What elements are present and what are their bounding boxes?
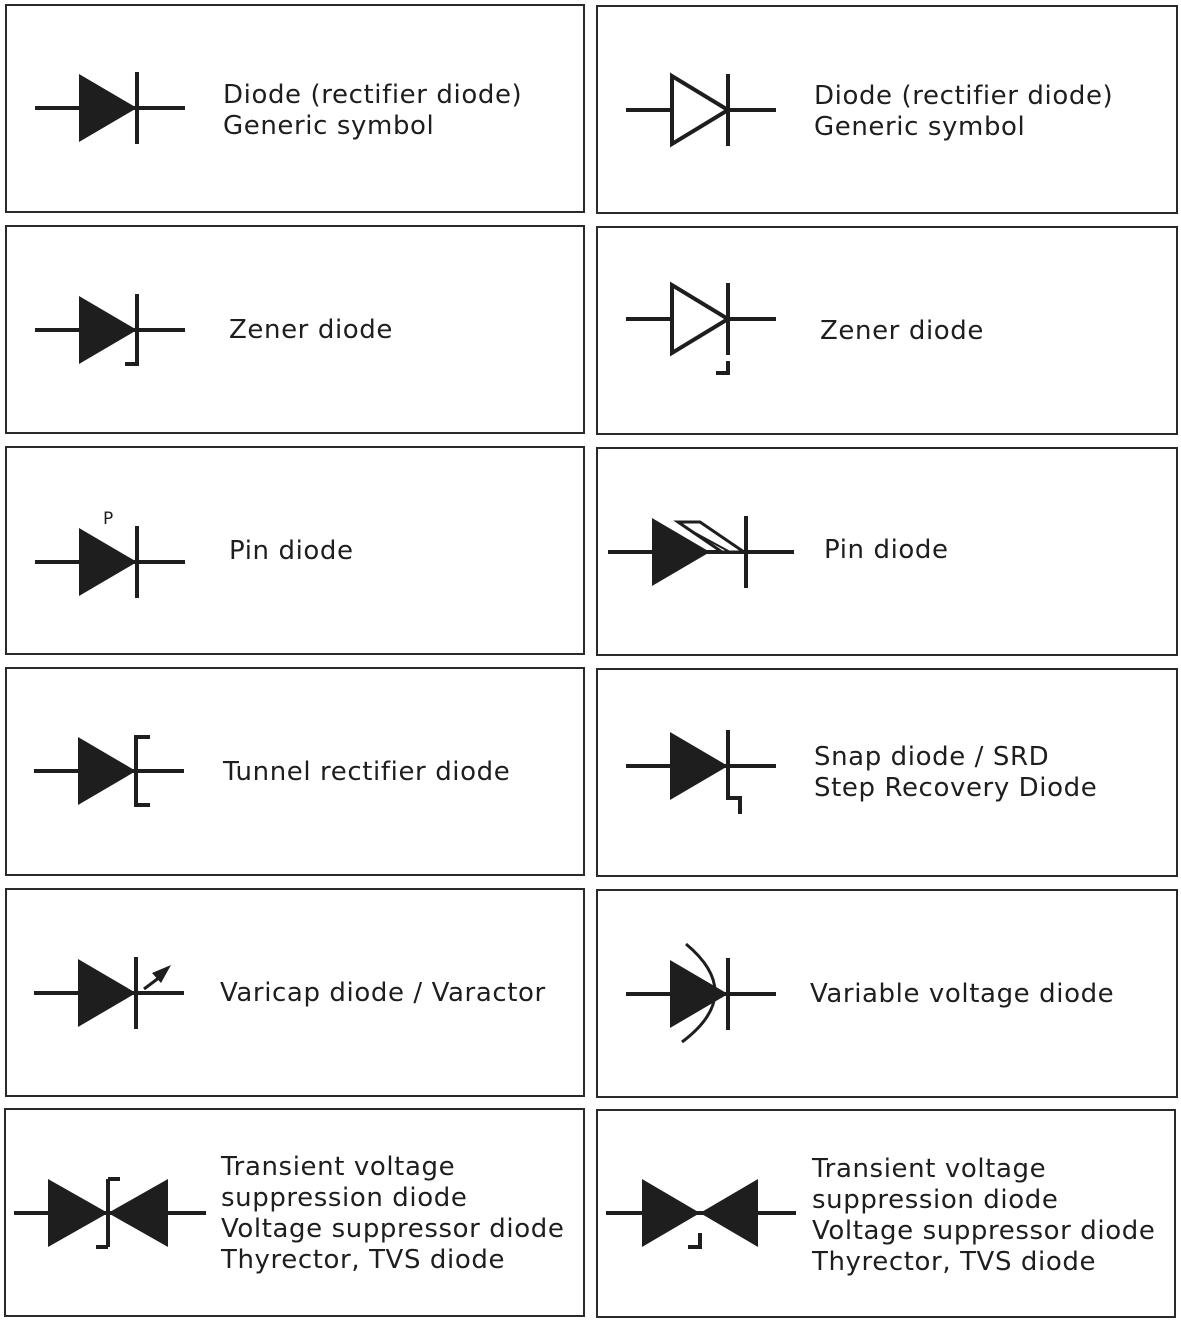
- symbol-label: Zener diode: [229, 315, 393, 345]
- symbol-label: Transient voltage suppression diode Volt…: [812, 1154, 1156, 1277]
- symbol-label: Tunnel rectifier diode: [223, 757, 511, 787]
- zener-diode-outline-icon: [626, 281, 776, 375]
- tvs-diode-filled-icon: [14, 1177, 206, 1249]
- symbol-cell-tvs-filled: Transient voltage suppression diode Volt…: [4, 1108, 585, 1317]
- variable-voltage-diode-icon: [626, 942, 776, 1044]
- symbol-cell-variable-voltage: Variable voltage diode: [596, 889, 1178, 1098]
- symbol-label: Pin diode: [824, 535, 949, 565]
- zener-diode-filled-icon: [35, 294, 185, 366]
- pin-diode-hatched-icon: [608, 516, 794, 588]
- symbol-cell-zener-outline: Zener diode: [596, 226, 1178, 435]
- diode-filled-icon: [35, 72, 185, 144]
- diode-outline-icon: [626, 72, 776, 148]
- symbol-cell-snap: Snap diode / SRD Step Recovery Diode: [596, 668, 1178, 877]
- symbol-label: Zener diode: [820, 316, 984, 346]
- symbol-label: Pin diode: [229, 536, 354, 566]
- symbol-cell-tunnel: Tunnel rectifier diode: [5, 667, 585, 876]
- symbol-cell-generic-filled: Diode (rectifier diode) Generic symbol: [5, 4, 585, 213]
- pin-diode-filled-icon: P: [35, 509, 185, 598]
- symbol-cell-tvs-outline: Transient voltage suppression diode Volt…: [596, 1109, 1176, 1318]
- symbol-cell-varicap: Varicap diode / Varactor: [5, 888, 585, 1097]
- tvs-diode-plain-icon: [606, 1179, 796, 1249]
- symbol-label: Variable voltage diode: [810, 979, 1115, 1009]
- symbol-cell-pin-filled: P Pin diode: [5, 446, 585, 655]
- symbol-cell-pin-hatched: Pin diode: [596, 447, 1178, 656]
- symbol-cell-generic-outline: Diode (rectifier diode) Generic symbol: [596, 5, 1178, 214]
- pin-p-label: P: [103, 509, 113, 529]
- symbol-label: Diode (rectifier diode) Generic symbol: [223, 80, 523, 141]
- varicap-diode-icon: [34, 957, 184, 1029]
- symbol-label: Transient voltage suppression diode Volt…: [221, 1152, 565, 1275]
- symbol-label: Snap diode / SRD Step Recovery Diode: [814, 742, 1098, 803]
- symbol-label: Varicap diode / Varactor: [220, 978, 546, 1008]
- snap-diode-icon: [626, 730, 776, 814]
- symbol-cell-zener-filled: Zener diode: [5, 225, 585, 434]
- tunnel-diode-icon: [34, 735, 184, 807]
- symbol-label: Diode (rectifier diode) Generic symbol: [814, 81, 1114, 142]
